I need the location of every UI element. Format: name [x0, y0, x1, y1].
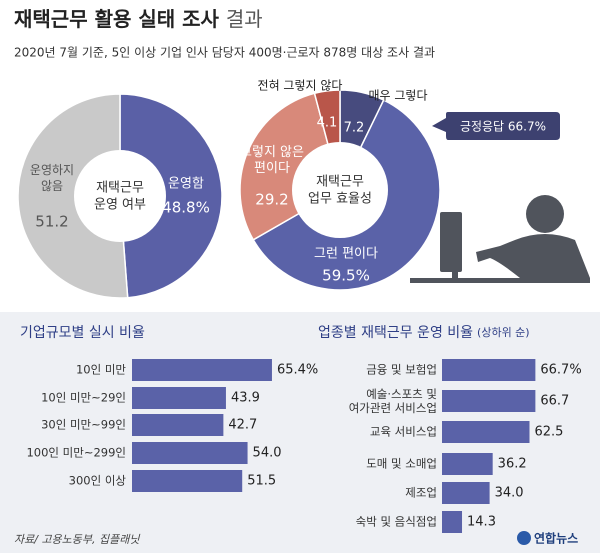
- bar-value: 66.7: [540, 394, 569, 409]
- logo-text: 연합뉴스: [534, 531, 578, 546]
- bar-value: 62.5: [535, 425, 564, 440]
- slice-label: 운영함: [168, 177, 204, 192]
- bar-value: 43.9: [231, 391, 260, 406]
- donut-hole: [292, 142, 388, 238]
- value-label: 51.2: [35, 213, 68, 231]
- pie-slice: [119, 93, 223, 299]
- slice-label: 그런 편이다: [314, 247, 378, 262]
- bar-category: 교육 서비스업: [370, 425, 437, 439]
- bar: [442, 511, 463, 533]
- donut-hole: [74, 150, 166, 242]
- bar-value: 14.3: [467, 515, 496, 530]
- bar-category: 30인 미만~99인: [41, 418, 126, 432]
- value-label: 7.2: [344, 121, 365, 136]
- bar-chart-title: 업종별 재택근무 운영 비율 (상하위 순): [318, 325, 530, 341]
- logo: 연합뉴스: [517, 531, 578, 546]
- bar-category: 도매 및 소매업: [366, 457, 437, 471]
- bar-chart-title: 기업규모별 실시 비율: [20, 325, 145, 341]
- bar-category: 10인 미만~29인: [41, 391, 126, 405]
- bar: [132, 442, 248, 464]
- bar-value: 66.7%: [540, 363, 581, 378]
- callout: 긍정응답 66.7%: [432, 112, 560, 140]
- center-label: 재택근무 운영 여부: [94, 180, 146, 212]
- bar-value: 42.7: [228, 418, 257, 433]
- value-label: 4.1: [317, 116, 338, 131]
- bar: [132, 387, 226, 409]
- subtitle: 2020년 7월 기준, 5인 이상 기업 인사 담당자 400명·근로자 87…: [14, 46, 435, 60]
- slice-label: 매우 그렇다: [368, 88, 427, 103]
- title: 재택근무 활용 실태 조사 결과: [14, 7, 263, 31]
- bar-category: 금융 및 보험업: [366, 363, 437, 377]
- annotation: 긍정응답 66.7%: [460, 120, 546, 134]
- bar-value: 65.4%: [277, 363, 318, 378]
- pie-slice: [17, 93, 129, 299]
- bar: [442, 482, 490, 504]
- bar-category: 300인 이상: [69, 474, 127, 488]
- bar: [442, 390, 536, 412]
- bar-value: 34.0: [495, 486, 524, 501]
- bar-value: 36.2: [498, 457, 527, 472]
- bar-chart-title-text: 기업규모별 실시 비율: [20, 325, 145, 341]
- source: 자료/ 고용노동부, 집플래닛: [14, 533, 140, 546]
- bar-category: 예술·스포츠 및 여가관련 서비스업: [349, 387, 437, 415]
- slice-label: 전혀 그렇지 않다: [258, 78, 343, 93]
- bar-category: 100인 미만~299인: [26, 446, 126, 460]
- value-label: 59.5%: [322, 267, 370, 285]
- bar: [442, 359, 536, 381]
- bar-category: 숙박 및 음식점업: [356, 515, 437, 529]
- value-label: 48.8%: [162, 199, 210, 217]
- bar: [442, 453, 493, 475]
- bar: [132, 359, 272, 381]
- bar-category: 10인 미만: [76, 363, 126, 377]
- slice-label: 그렇지 않은 편이다: [240, 145, 304, 176]
- worker-silhouette: [410, 195, 590, 283]
- bar-category: 제조업: [405, 486, 437, 500]
- bar-value: 54.0: [253, 446, 282, 461]
- bar: [442, 421, 530, 443]
- value-label: 29.2: [255, 191, 288, 209]
- bar-chart-title-text: 업종별 재택근무 운영 비율: [318, 325, 473, 341]
- bar: [132, 470, 243, 492]
- bar-value: 51.5: [247, 474, 276, 489]
- bar-chart-subtitle: (상하위 순): [477, 325, 530, 339]
- bar: [132, 414, 224, 436]
- slice-label: 운영하지 않음: [30, 163, 74, 193]
- center-label: 재택근무 업무 효율성: [308, 174, 372, 206]
